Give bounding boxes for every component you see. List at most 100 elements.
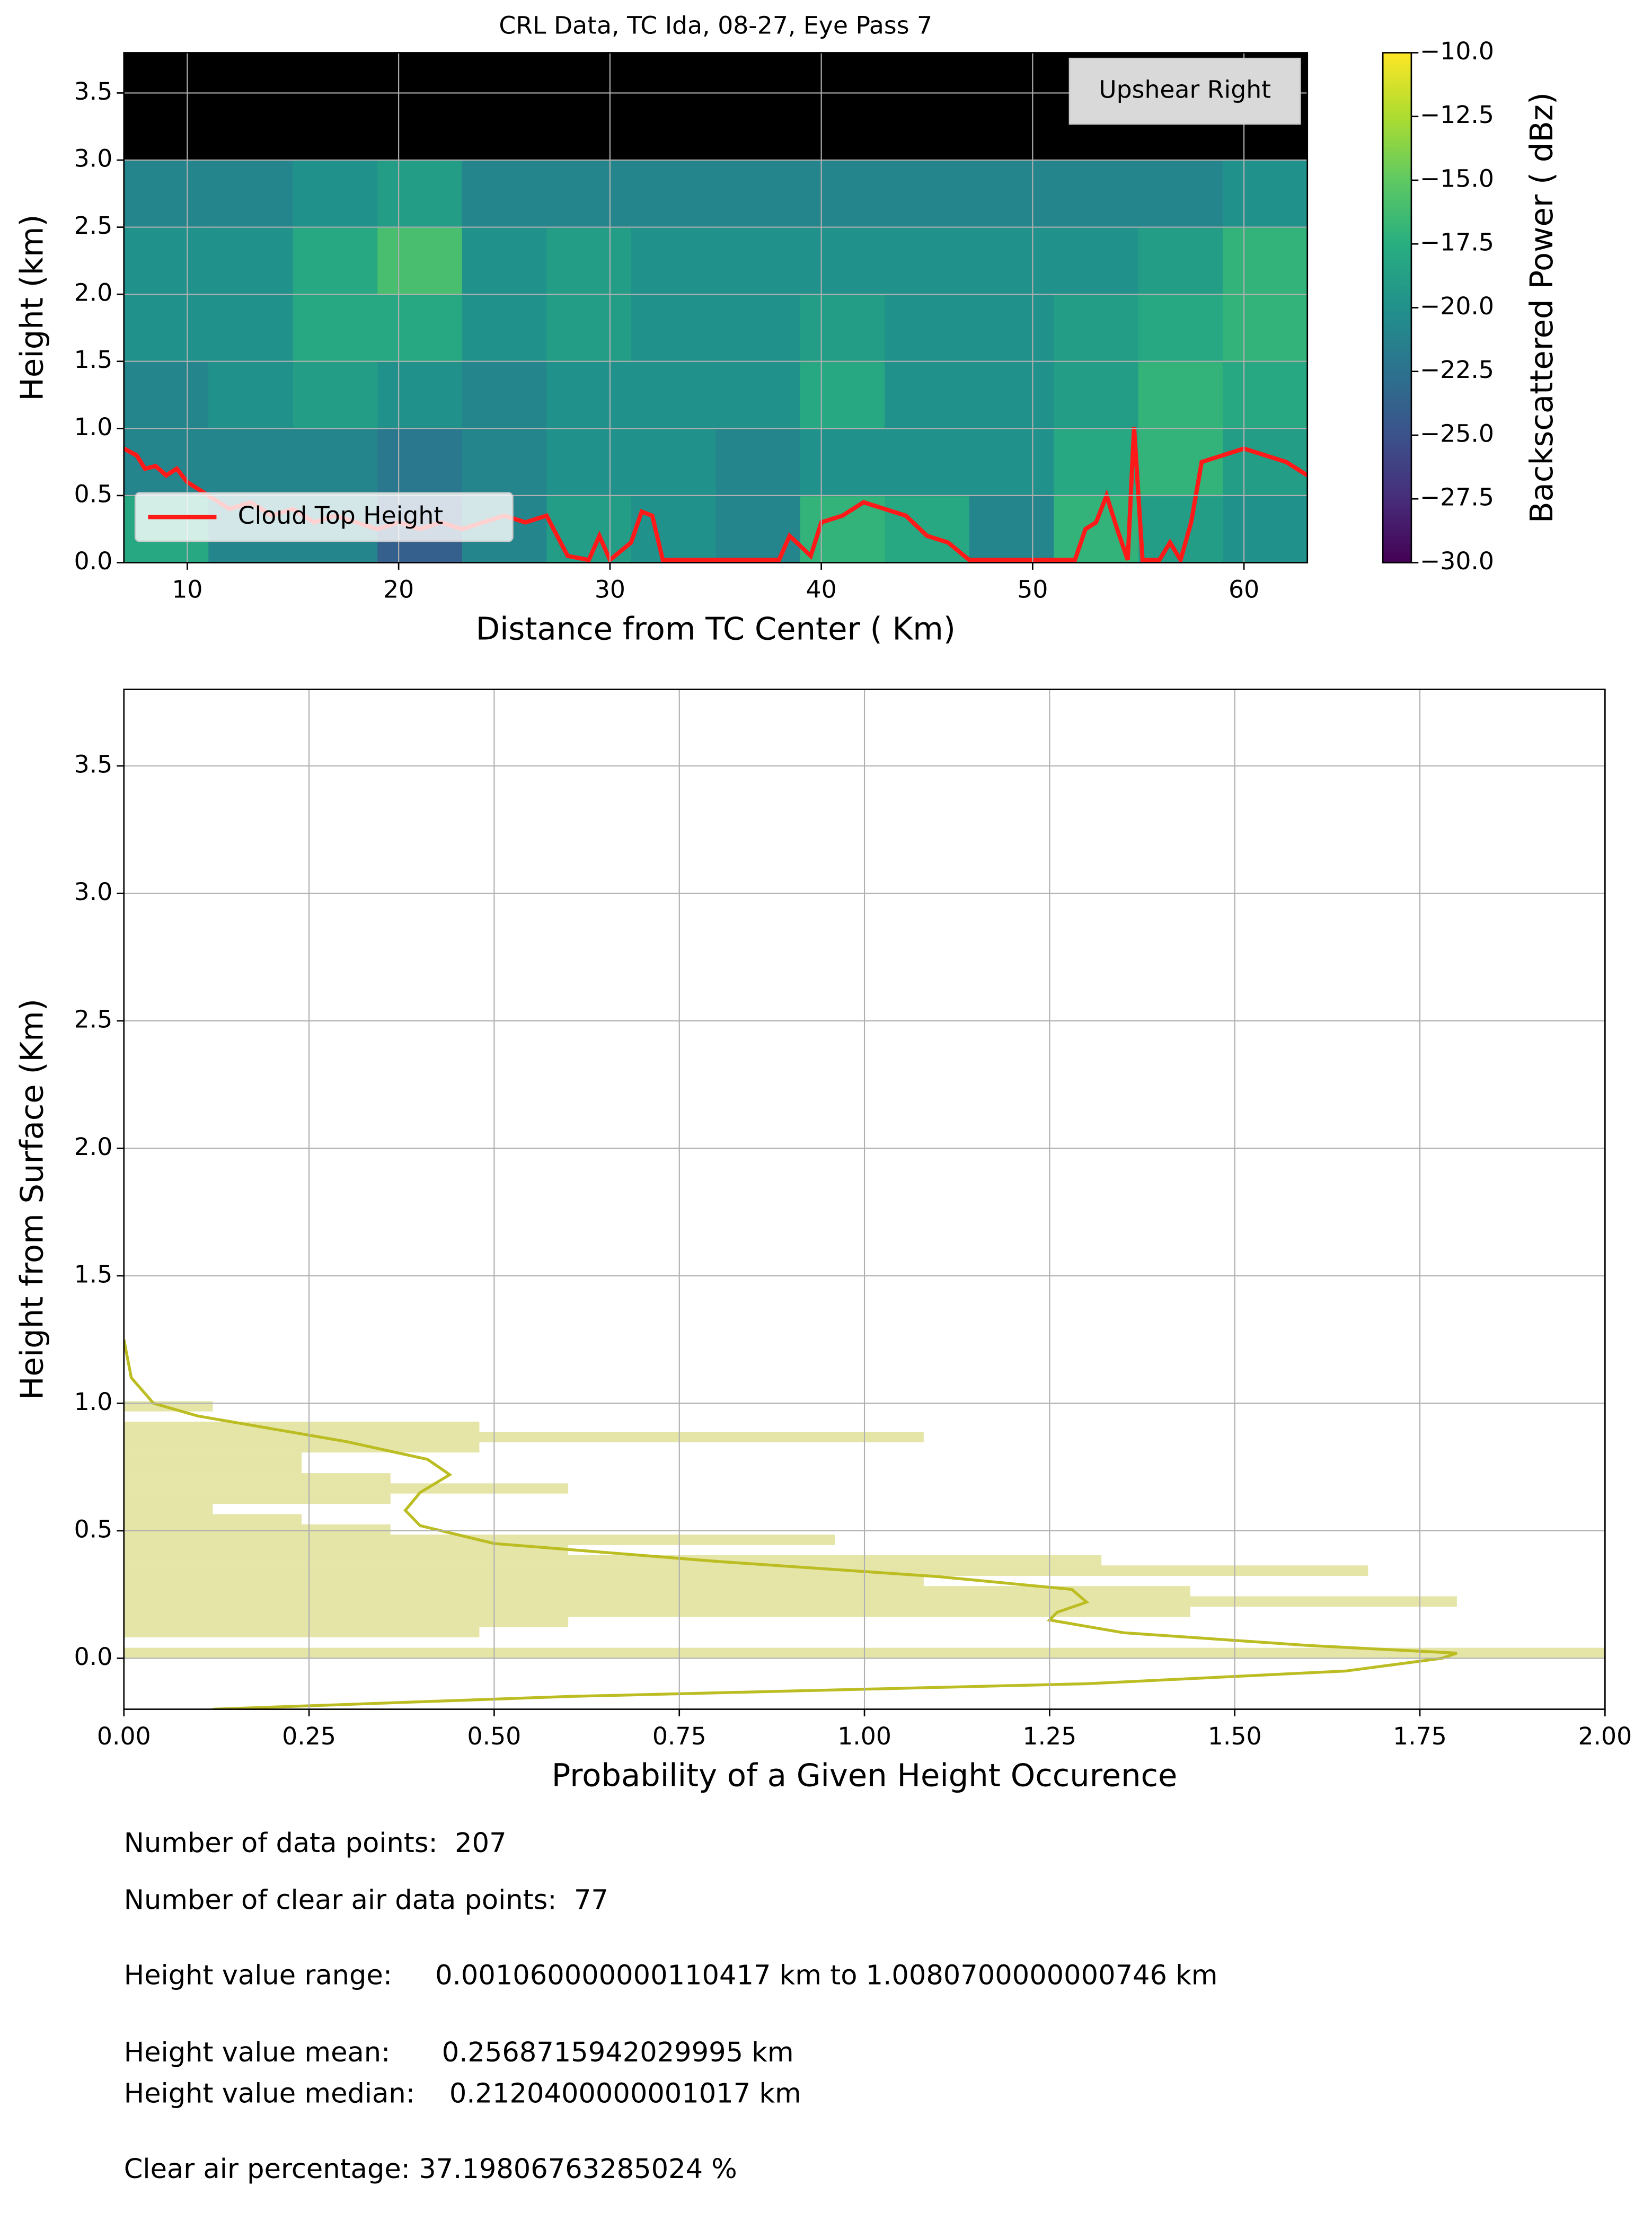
histogram-bar: [123, 1647, 1605, 1658]
colorbar: [1382, 52, 1412, 563]
heatmap-cell: [715, 227, 801, 295]
histogram-bar: [123, 1575, 924, 1586]
heatmap-cell: [462, 361, 547, 429]
heatmap-cell: [969, 361, 1055, 429]
y-tick-label: 2.0: [74, 279, 113, 307]
histogram-bar: [123, 1607, 1190, 1617]
annotation-box: [1068, 57, 1301, 125]
x-tick-label: 60: [1229, 576, 1259, 604]
heatmap-cell: [1054, 361, 1139, 429]
heatmap-cell: [969, 160, 1055, 228]
y-tick-label: 0.0: [74, 1643, 113, 1671]
heatmap-cell: [377, 361, 463, 429]
histogram-bar: [123, 1442, 480, 1453]
heatmap-cell: [208, 227, 294, 295]
heatmap-cell: [885, 361, 970, 429]
stat-line: Height value mean: 0.2568715942029995 km: [124, 2037, 794, 2068]
y-tick-label: 2.5: [74, 1005, 113, 1033]
stat-line: Height value range: 0.001060000000110417…: [124, 1960, 1218, 1991]
x-tick-label: 0.25: [282, 1722, 336, 1750]
x-tick-label: 0.75: [652, 1722, 706, 1750]
legend-label: Cloud Top Height: [238, 501, 444, 530]
colorbar-tick-label: −22.5: [1420, 356, 1494, 384]
heatmap-cell: [546, 294, 632, 363]
x-tick-label: 1.25: [1023, 1722, 1077, 1750]
chart-title: CRL Data, TC Ida, 08-27, Eye Pass 7: [499, 12, 932, 40]
y-axis-label: Height (km): [14, 214, 50, 401]
heatmap-cell: [377, 160, 463, 228]
heatmap-cell: [885, 495, 970, 563]
heatmap-cell: [885, 428, 970, 497]
annotation: Upshear Right: [1099, 76, 1271, 104]
histogram-bar: [123, 1514, 302, 1524]
plot-frame: [123, 52, 1309, 563]
heatmap-cell: [1223, 294, 1308, 363]
legend-box: [134, 492, 514, 542]
stat-line: Height value median: 0.2120400000001017 …: [124, 2078, 801, 2110]
histogram-bar: [123, 1627, 480, 1637]
heatmap-cell: [208, 428, 294, 497]
histogram-bar: [123, 1432, 924, 1442]
histogram-bar: [123, 1555, 1102, 1566]
heatmap-cell: [208, 160, 294, 228]
heatmap-cell: [885, 160, 970, 228]
colorbar-tick-label: −25.0: [1420, 419, 1494, 447]
x-tick-label: 0.50: [467, 1722, 522, 1750]
stat-line: Number of data points: 207: [124, 1828, 507, 1859]
heatmap-cell: [377, 294, 463, 363]
y-tick-label: 2.0: [74, 1133, 113, 1161]
heatmap-cell: [293, 160, 378, 228]
heatmap-cell: [969, 495, 1055, 563]
y-tick-label: 3.5: [74, 77, 113, 105]
histogram-bar: [123, 1462, 302, 1474]
heatmap-cell: [123, 160, 209, 228]
heatmap-cell: [1054, 294, 1139, 363]
x-tick-label: 20: [383, 576, 414, 604]
x-tick-label: 0.00: [97, 1722, 151, 1750]
heatmap-cell: [631, 495, 717, 563]
heatmap-cell: [293, 361, 378, 429]
plot-area: [123, 52, 1308, 563]
heatmap-cell: [462, 160, 547, 228]
y-tick-label: 1.5: [74, 346, 113, 374]
heatmap-cell: [293, 227, 378, 295]
histogram-bar: [123, 1473, 391, 1484]
colorbar-tick-label: −20.0: [1420, 292, 1494, 320]
x-tick-label: 1.75: [1393, 1722, 1447, 1750]
histogram-bar: [123, 1524, 391, 1535]
heatmap-cell: [631, 361, 717, 429]
heatmap-cell: [123, 227, 209, 295]
colorbar-tick-label: −30.0: [1420, 547, 1494, 575]
heatmap-cell: [1138, 227, 1224, 295]
heatmap-cell: [631, 227, 717, 295]
heatmap-cell: [123, 294, 209, 363]
heatmap-cell: [800, 428, 886, 497]
y-tick-label: 1.5: [74, 1260, 113, 1288]
heatmap-cell: [1138, 361, 1224, 429]
y-tick-label: 0.5: [74, 480, 113, 508]
x-tick-label: 40: [806, 576, 837, 604]
y-tick-label: 3.0: [74, 878, 113, 906]
x-tick-label: 2.00: [1578, 1722, 1632, 1750]
heatmap-cell: [715, 428, 801, 497]
heatmap-cell: [462, 294, 547, 363]
histogram-bar: [123, 1586, 1190, 1597]
heatmap-cell: [800, 294, 886, 363]
kde-line: [123, 1339, 1457, 1709]
colorbar-label: Backscattered Power ( dBz): [1523, 92, 1560, 523]
heatmap-cell: [631, 160, 717, 228]
heatmap-cell: [546, 428, 632, 497]
colorbar-tick-label: −10.0: [1420, 37, 1494, 65]
heatmap-cell: [800, 227, 886, 295]
heatmap-cell: [293, 294, 378, 363]
heatmap-cell: [377, 227, 463, 295]
x-tick-label: 10: [172, 576, 202, 604]
y-tick-label: 0.0: [74, 547, 113, 575]
colorbar-tick-label: −17.5: [1420, 228, 1494, 257]
heatmap-cell: [885, 294, 970, 363]
y-tick-label: 3.0: [74, 145, 113, 173]
stat-line: Number of clear air data points: 77: [124, 1884, 608, 1916]
y-axis-label: Height from Surface (Km): [14, 999, 50, 1400]
heatmap-cell: [377, 428, 463, 497]
heatmap-cell: [715, 160, 801, 228]
